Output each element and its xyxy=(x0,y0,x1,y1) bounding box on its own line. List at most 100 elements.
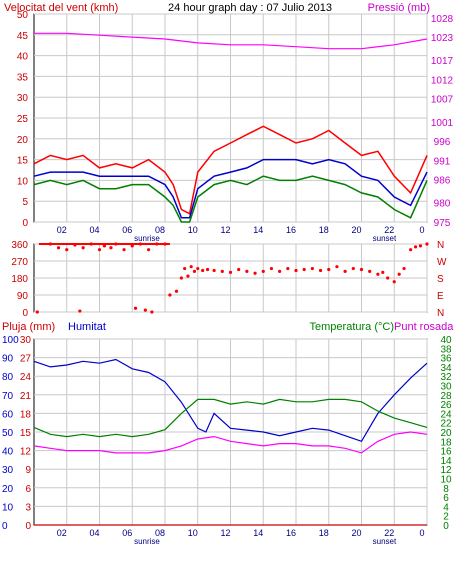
pressure-tick-label: 1001 xyxy=(431,118,454,129)
wind-speed-axis: 0 5 10 15 20 25 30 35 40 45 50 xyxy=(17,10,29,229)
wind-direction-point xyxy=(397,272,401,276)
rain-humidity-time-axis: 02 04 06 08 10 12 14 16 18 20 22 0 sunrise sunset xyxy=(57,528,425,546)
rain-tick-label: 30 xyxy=(20,335,32,346)
wind-speed-tick-label: 20 xyxy=(17,135,29,146)
time-tick-label: 06 xyxy=(122,528,132,538)
time-tick-label: 16 xyxy=(286,528,296,538)
rain-tick-label: 27 xyxy=(20,354,32,365)
wind-speed-tick-label: 45 xyxy=(17,31,29,42)
rain-tick-label: 12 xyxy=(20,447,32,458)
temperature-tick-label: 24 xyxy=(440,409,452,420)
wind-speed-tick-label: 35 xyxy=(17,72,29,83)
wind-direction-point xyxy=(386,276,390,280)
wind-direction-point xyxy=(220,269,224,273)
wind-average-line xyxy=(33,158,428,219)
temperature-axis-title: Temperatura (°C) xyxy=(310,321,394,333)
wind-direction-degree-label: 0 xyxy=(22,308,28,319)
wind-direction-point xyxy=(150,310,154,314)
temperature-tick-label: 16 xyxy=(440,447,452,458)
wind-speed-tick-label: 50 xyxy=(17,10,29,21)
wind-direction-point xyxy=(114,242,118,246)
wind-direction-point xyxy=(56,246,61,250)
wind-direction-point xyxy=(237,267,241,272)
temperature-tick-label: 34 xyxy=(440,363,452,374)
wind-direction-point xyxy=(318,268,323,273)
wind-direction-point xyxy=(302,267,306,272)
time-tick-label: 18 xyxy=(319,528,329,538)
wind-direction-point xyxy=(212,268,216,273)
humidity-tick-label: 90 xyxy=(2,354,14,365)
time-tick-label: 20 xyxy=(351,225,361,235)
rain-tick-label: 6 xyxy=(25,484,31,495)
wind-direction-point xyxy=(143,308,147,312)
pressure-tick-label: 1007 xyxy=(431,95,454,106)
humidity-tick-label: 10 xyxy=(2,502,14,513)
humidity-tick-label: 20 xyxy=(2,484,14,495)
wind-direction-point xyxy=(335,265,339,269)
wind-direction-point xyxy=(133,306,138,310)
temperature-tick-label: 18 xyxy=(440,437,452,448)
time-tick-label: 12 xyxy=(220,225,230,235)
wind-direction-point xyxy=(205,267,210,272)
time-tick-label: 22 xyxy=(384,528,394,538)
time-tick-label: 02 xyxy=(57,528,67,538)
wind-direction-point xyxy=(269,266,274,271)
wind-direction-point xyxy=(294,268,298,273)
wind-direction-point xyxy=(122,248,126,252)
wind-direction-point xyxy=(130,244,134,248)
wind-direction-point xyxy=(381,270,385,274)
pressure-tick-label: 1023 xyxy=(431,33,454,44)
time-tick-label: 22 xyxy=(384,225,394,235)
time-tick-label: 08 xyxy=(155,225,165,235)
wind-direction-point xyxy=(65,248,69,252)
pressure-axis-title: Pressió (mb) xyxy=(368,2,430,14)
time-tick-label: 02 xyxy=(57,225,67,235)
pressure-tick-label: 1012 xyxy=(431,75,454,86)
pressure-tick-label: 996 xyxy=(434,137,451,148)
dewpoint-line xyxy=(33,431,428,454)
pressure-tick-label: 975 xyxy=(434,218,451,229)
wind-direction-point xyxy=(418,244,423,248)
wind-direction-point xyxy=(147,248,151,252)
temperature-tick-label: 4 xyxy=(443,502,449,513)
wind-direction-point xyxy=(192,269,197,273)
time-tick-label: 16 xyxy=(286,225,296,235)
wind-direction-point xyxy=(327,267,331,272)
wind-direction-point xyxy=(392,280,396,284)
wind-direction-point xyxy=(163,242,167,246)
rain-humidity-temperature-series xyxy=(33,358,428,526)
wind-direction-point xyxy=(402,266,406,271)
time-tick-label: 0 xyxy=(419,225,424,235)
wind-direction-point xyxy=(278,269,282,273)
temperature-tick-label: 20 xyxy=(440,428,452,439)
wind-direction-point xyxy=(310,266,314,271)
compass-point-label: W xyxy=(437,257,447,268)
temperature-tick-label: 22 xyxy=(440,419,452,430)
wind-direction-degree-label: 360 xyxy=(11,240,28,251)
rain-axis: 0 3 6 9 12 15 18 21 24 27 30 xyxy=(20,335,32,532)
temperature-tick-label: 40 xyxy=(440,335,452,346)
temperature-tick-label: 10 xyxy=(440,475,452,486)
rain-humidity-gridlines xyxy=(34,338,428,526)
wind-direction-point xyxy=(179,276,183,280)
temperature-tick-label: 14 xyxy=(440,456,452,467)
wind-direction-point xyxy=(168,293,172,297)
wind-direction-point xyxy=(73,243,77,247)
wind-direction-point xyxy=(351,266,355,271)
wind-direction-point xyxy=(196,266,200,271)
wind-direction-point xyxy=(189,265,193,269)
rain-tick-label: 3 xyxy=(25,502,31,513)
wind-direction-point xyxy=(138,242,143,246)
humidity-tick-label: 100 xyxy=(2,335,19,346)
temperature-tick-label: 26 xyxy=(440,400,452,411)
humidity-tick-label: 60 xyxy=(2,409,14,420)
time-tick-label: 10 xyxy=(188,225,198,235)
pressure-tick-label: 980 xyxy=(434,199,451,210)
chart-title: 24 hour graph day : 07 Julio 2013 xyxy=(168,2,332,14)
wind-speed-tick-label: 40 xyxy=(17,52,29,63)
temperature-tick-label: 30 xyxy=(440,382,452,393)
humidity-tick-label: 40 xyxy=(2,447,14,458)
wind-direction-point xyxy=(368,269,372,273)
